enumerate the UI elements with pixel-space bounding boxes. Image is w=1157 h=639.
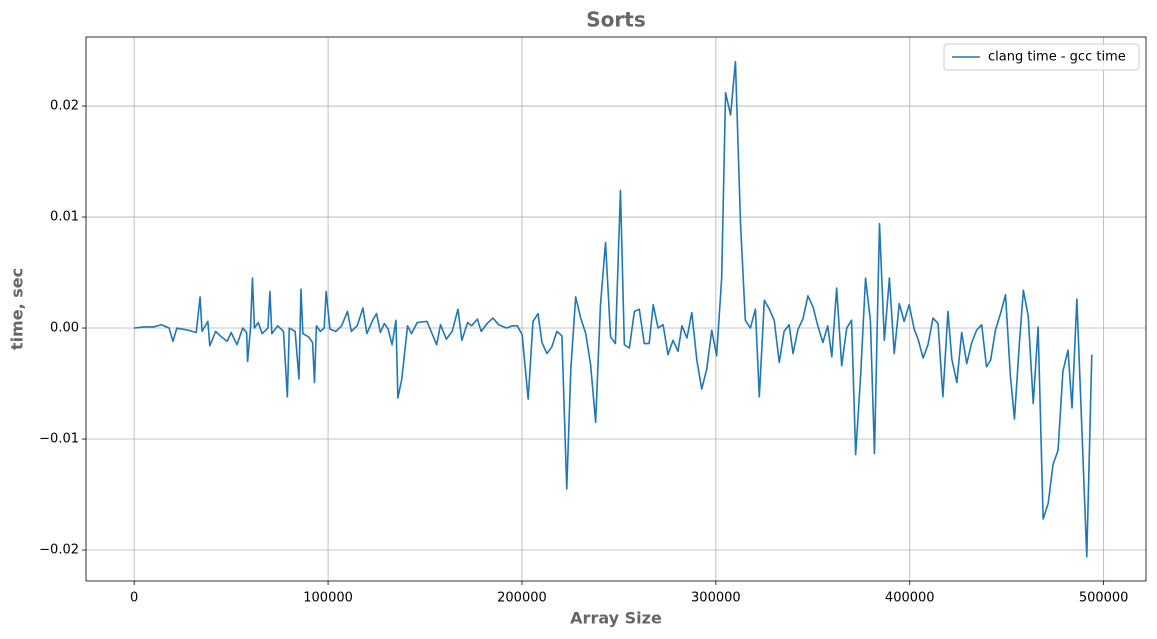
legend-box: [943, 43, 1140, 71]
y-tick-label: 0.02: [50, 99, 79, 114]
y-tick-label: 0.01: [50, 210, 79, 225]
x-tick-label: 200000: [497, 591, 547, 606]
chart-title: Sorts: [586, 8, 645, 32]
x-tick-label: 500000: [1079, 591, 1129, 606]
legend-label: clang time - gcc time: [988, 50, 1126, 65]
y-tick-label: 0.00: [50, 321, 79, 336]
y-tick-label: −0.02: [39, 543, 79, 558]
x-tick-label: 0: [130, 591, 138, 606]
y-tick-label: −0.01: [39, 432, 79, 447]
plot-frame: [85, 36, 1147, 582]
x-axis-label: Array Size: [570, 609, 662, 628]
x-tick-label: 100000: [303, 591, 353, 606]
y-axis-label: time, sec: [8, 268, 27, 350]
x-tick-label: 400000: [885, 591, 935, 606]
data-line: [134, 60, 1093, 558]
x-tick-label: 300000: [691, 591, 741, 606]
